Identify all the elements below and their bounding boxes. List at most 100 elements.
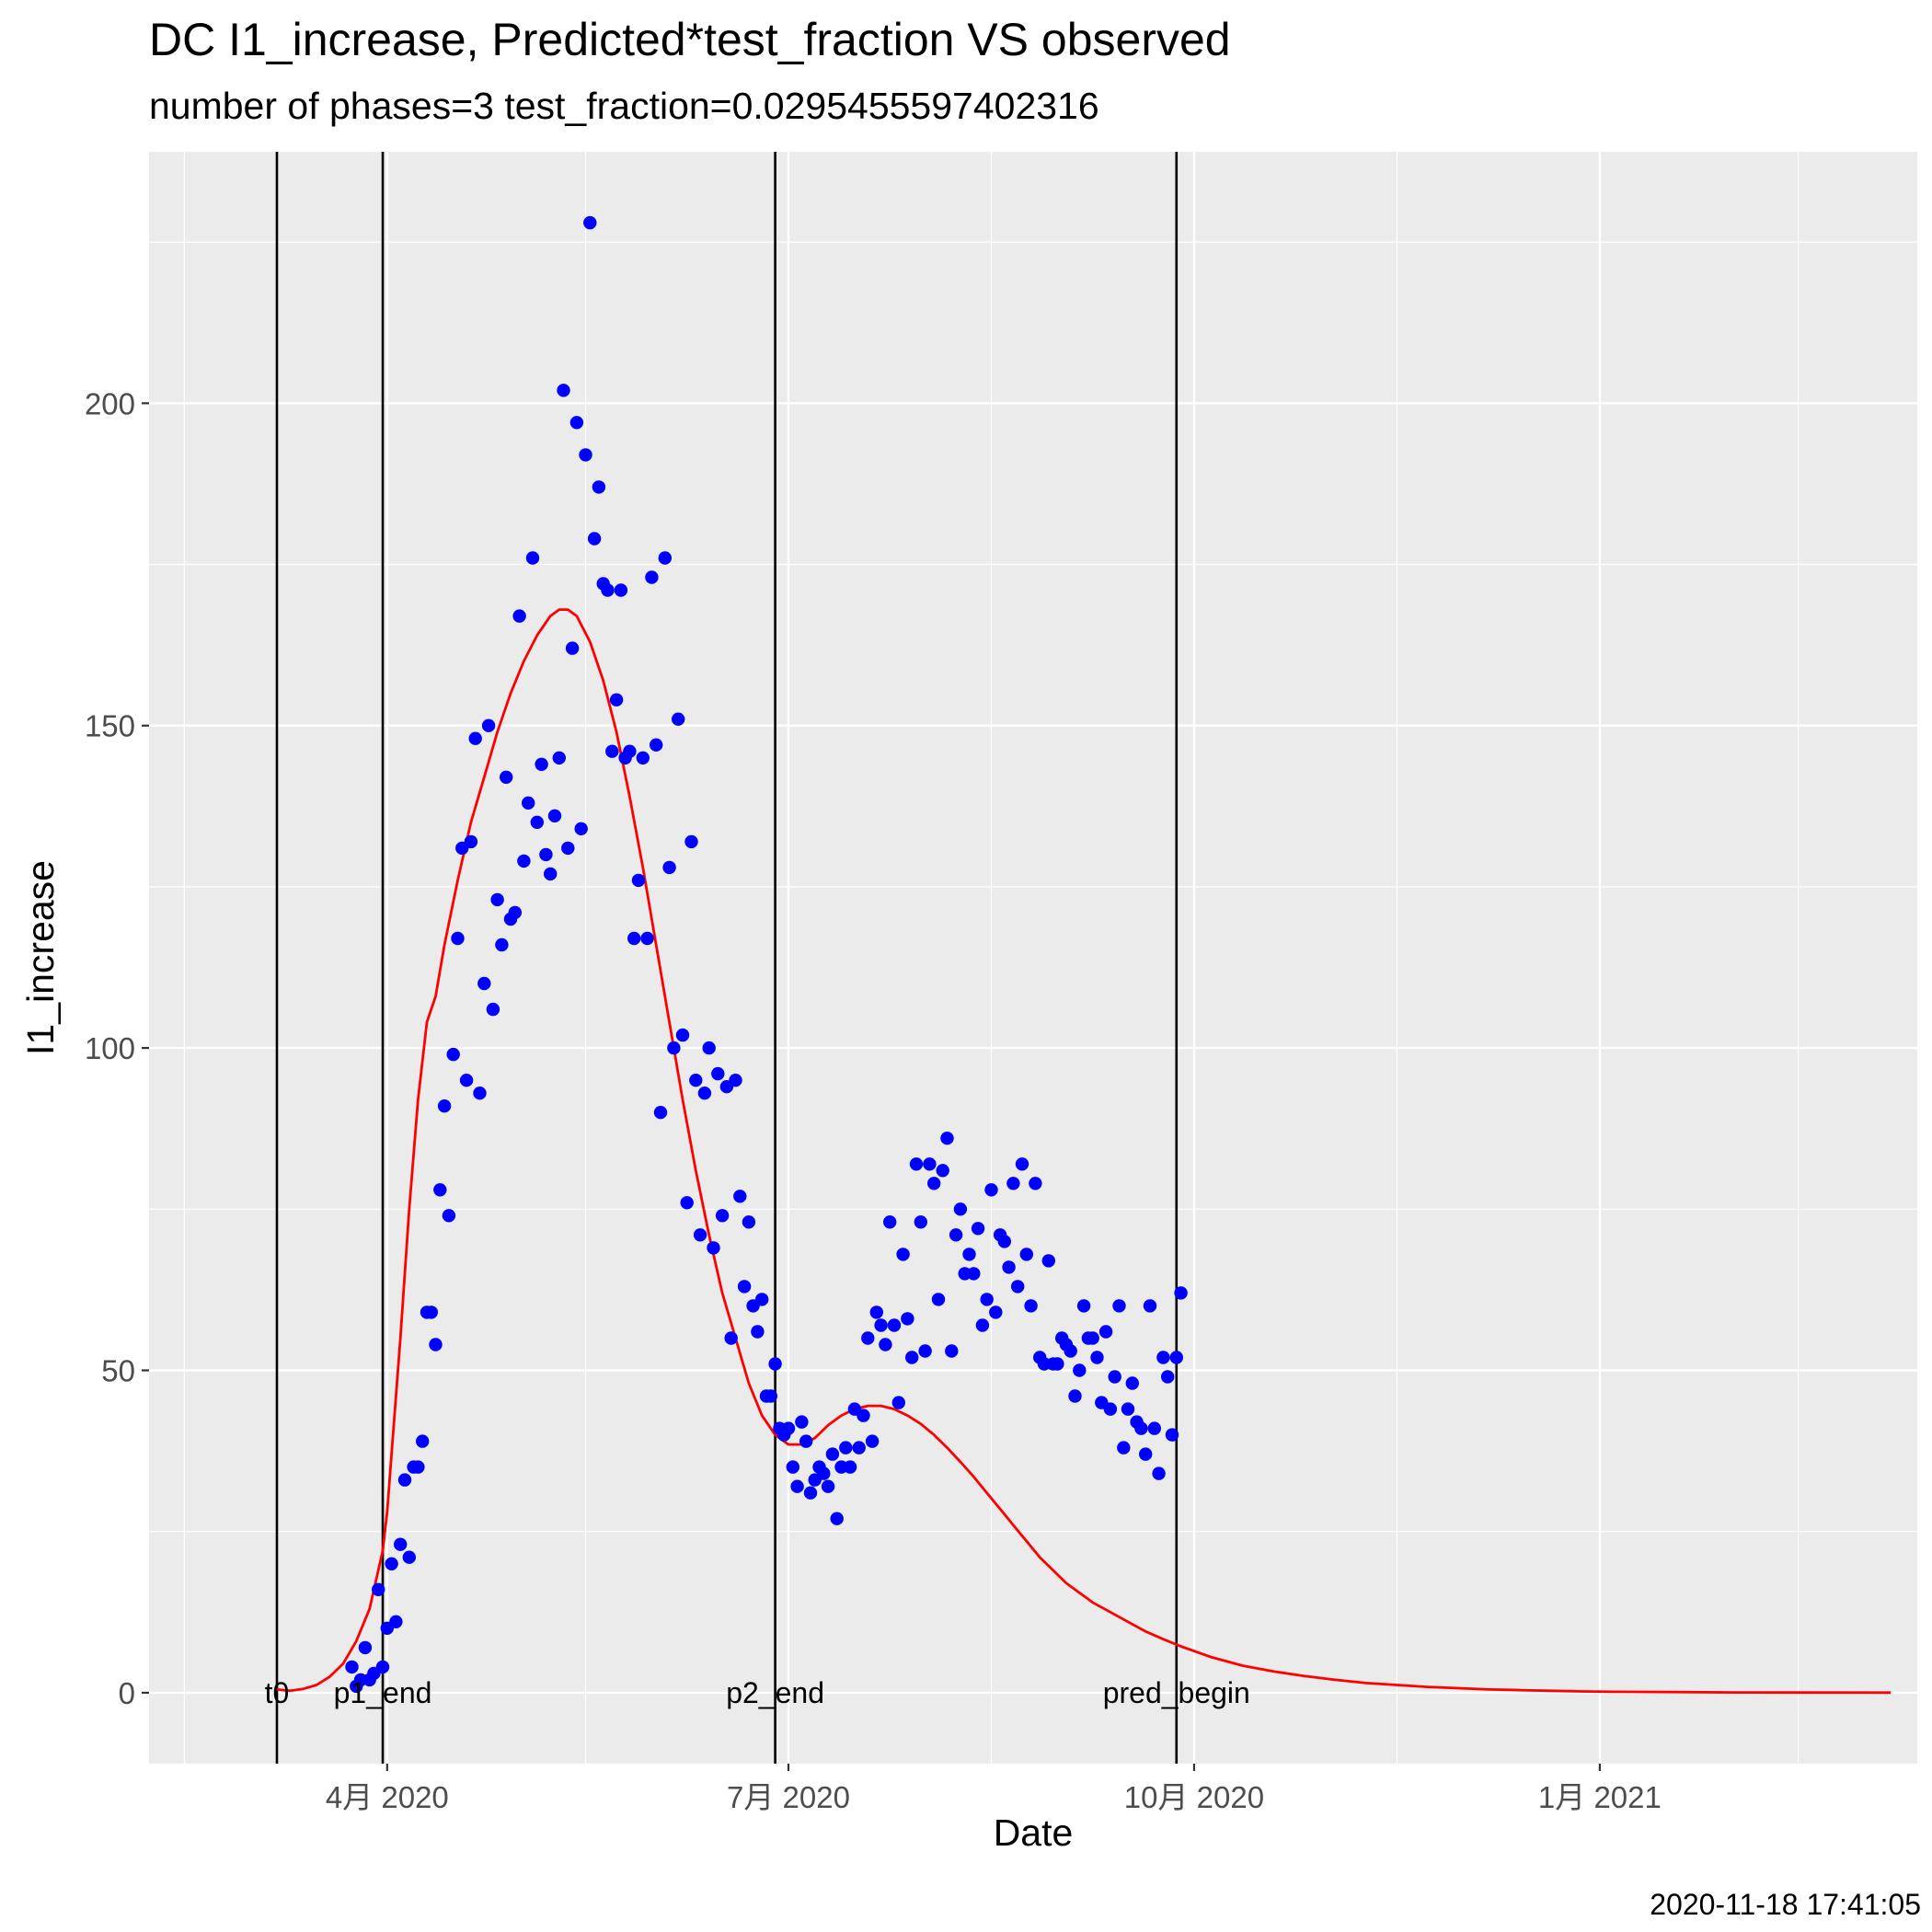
data-point xyxy=(1125,1376,1140,1390)
data-point xyxy=(839,1441,853,1455)
data-point xyxy=(997,1235,1012,1248)
data-point xyxy=(508,905,522,920)
data-point xyxy=(389,1615,403,1629)
data-point xyxy=(1002,1260,1016,1274)
data-point xyxy=(1073,1363,1087,1377)
y-tick-label: 100 xyxy=(85,1031,135,1065)
data-point xyxy=(653,1106,668,1120)
data-point xyxy=(786,1460,799,1474)
data-point xyxy=(1019,1248,1034,1261)
data-point xyxy=(1064,1344,1077,1358)
data-point xyxy=(737,1280,752,1294)
y-tick-label: 50 xyxy=(101,1354,135,1388)
y-axis-title: I1_increase xyxy=(19,860,62,1055)
x-tick-label: 4月 2020 xyxy=(326,1780,449,1814)
data-point xyxy=(887,1318,902,1332)
data-point xyxy=(923,1157,937,1171)
vline-label-pred-begin: pred_begin xyxy=(1103,1676,1250,1709)
data-point xyxy=(579,448,592,462)
data-point xyxy=(707,1241,720,1255)
data-point xyxy=(869,1305,883,1319)
data-point xyxy=(896,1248,910,1261)
data-point xyxy=(592,480,606,494)
data-point xyxy=(609,693,624,707)
data-point xyxy=(1011,1280,1025,1294)
data-point xyxy=(468,731,482,745)
chart-subtitle: number of phases=3 test_fraction=0.02954… xyxy=(149,85,1099,127)
plot-panel xyxy=(149,152,1917,1764)
grid-minor xyxy=(149,152,1917,1764)
data-point xyxy=(768,1357,782,1371)
data-point xyxy=(733,1190,747,1203)
data-point xyxy=(1134,1421,1148,1435)
data-point xyxy=(764,1389,777,1403)
data-point xyxy=(446,1047,460,1062)
data-point xyxy=(636,751,650,765)
data-point xyxy=(662,860,676,875)
data-point xyxy=(658,551,672,565)
data-point xyxy=(927,1177,941,1190)
data-point xyxy=(525,551,540,565)
data-point xyxy=(587,532,602,546)
data-point xyxy=(697,1087,712,1100)
data-point xyxy=(742,1215,756,1229)
data-point xyxy=(402,1550,416,1564)
data-point xyxy=(918,1344,932,1358)
data-point xyxy=(614,583,628,597)
data-point xyxy=(544,867,558,881)
data-point xyxy=(385,1557,398,1571)
data-point xyxy=(561,841,575,856)
data-point xyxy=(971,1222,985,1236)
data-point xyxy=(490,892,504,907)
data-point xyxy=(375,1660,390,1674)
data-point xyxy=(667,1041,681,1055)
vertical-line-labels: t0 p1_end p2_end pred_begin xyxy=(265,1676,1250,1709)
data-point xyxy=(729,1074,742,1087)
data-point xyxy=(989,1305,1003,1319)
data-point xyxy=(711,1066,725,1081)
data-point xyxy=(857,1409,870,1422)
data-point xyxy=(949,1228,963,1242)
data-point xyxy=(1090,1351,1104,1364)
data-point xyxy=(557,384,570,397)
data-point xyxy=(945,1344,959,1358)
data-point xyxy=(1098,1325,1113,1339)
data-point xyxy=(535,757,548,771)
x-tick-label: 1月 2021 xyxy=(1538,1780,1662,1814)
vline-label-p1-end: p1_end xyxy=(334,1676,432,1709)
data-point xyxy=(517,854,531,868)
data-point xyxy=(781,1421,796,1435)
data-point xyxy=(1068,1389,1082,1403)
data-point xyxy=(411,1460,425,1474)
data-point xyxy=(702,1041,716,1055)
data-point xyxy=(477,976,491,991)
data-point xyxy=(680,1196,694,1210)
data-point xyxy=(451,931,465,946)
data-point xyxy=(883,1215,897,1229)
data-point xyxy=(795,1415,809,1429)
x-tick-label: 7月 2020 xyxy=(727,1780,850,1814)
data-point xyxy=(689,1074,703,1087)
data-point xyxy=(931,1293,946,1306)
data-point xyxy=(803,1486,818,1500)
data-point xyxy=(650,738,663,752)
data-point xyxy=(1169,1351,1184,1364)
data-point xyxy=(984,1183,998,1197)
data-point xyxy=(940,1132,954,1145)
data-point xyxy=(631,873,646,888)
data-point xyxy=(675,1028,690,1042)
data-point xyxy=(645,570,659,584)
data-point xyxy=(1024,1299,1038,1313)
data-point xyxy=(627,931,641,946)
data-point xyxy=(583,215,597,230)
data-point xyxy=(464,834,478,849)
data-point xyxy=(962,1248,976,1261)
data-point xyxy=(825,1447,840,1461)
x-axis: 4月 2020 7月 2020 10月 2020 1月 2021 xyxy=(326,1764,1662,1814)
data-point xyxy=(486,1002,500,1017)
y-axis: 0 50 100 150 200 xyxy=(85,386,149,1710)
data-point xyxy=(953,1202,968,1216)
data-point xyxy=(522,796,535,810)
data-point xyxy=(1076,1299,1091,1313)
